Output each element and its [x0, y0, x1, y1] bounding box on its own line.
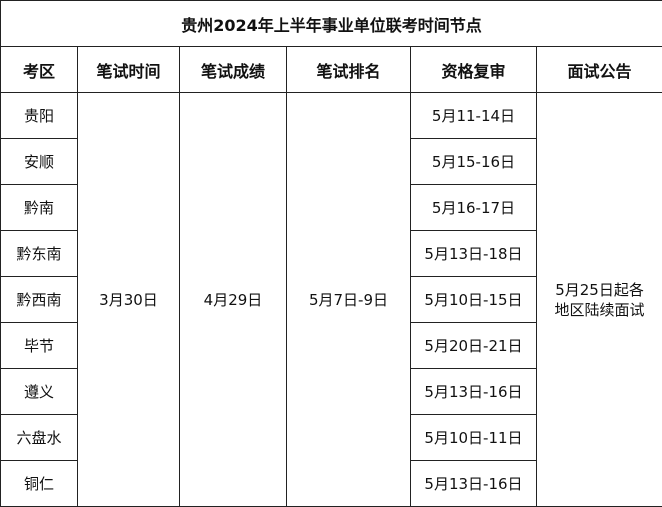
review-cell: 5月11-14日: [410, 92, 537, 139]
region-cell: 黔东南: [0, 230, 78, 277]
table-row: 黔东南 5月13日-18日: [0, 230, 662, 277]
table-row: 六盘水 5月10日-11日: [0, 414, 662, 461]
table-row: 黔西南 5月10日-15日: [0, 276, 662, 323]
review-cell: 5月13日-16日: [410, 460, 537, 507]
region-cell: 安顺: [0, 138, 78, 185]
region-cell: 毕节: [0, 322, 78, 369]
review-cell: 5月13日-18日: [410, 230, 537, 277]
table-row: 铜仁 5月13日-16日: [0, 460, 662, 507]
region-cell: 贵阳: [0, 92, 78, 139]
header-ranking: 笔试排名: [286, 46, 411, 93]
header-interview: 面试公告: [535, 46, 662, 93]
review-cell: 5月15-16日: [410, 138, 537, 185]
table-row: 毕节 5月20日-21日: [0, 322, 662, 369]
review-cell: 5月10日-15日: [410, 276, 537, 323]
score-date-cell: 4月29日: [179, 92, 287, 507]
interview-notice-text: 5月25日起各地区陆续面试: [554, 280, 645, 319]
region-cell: 黔南: [0, 184, 78, 231]
table-row: 贵阳 3月30日 4月29日 5月7日-9日 5月11-14日 5月25日起各地…: [0, 92, 662, 507]
ranking-date-cell: 5月7日-9日: [286, 92, 411, 507]
interview-notice-cell: 5月25日起各地区陆续面试: [535, 92, 662, 507]
region-cell: 六盘水: [0, 414, 78, 461]
review-cell: 5月20日-21日: [410, 322, 537, 369]
header-region: 考区: [0, 46, 78, 93]
region-cell: 铜仁: [0, 460, 78, 507]
table-row: 安顺 5月15-16日: [0, 138, 662, 185]
review-cell: 5月10日-11日: [410, 414, 537, 461]
region-cell: 黔西南: [0, 276, 78, 323]
table-row: 黔南 5月16-17日: [0, 184, 662, 231]
region-cell: 遵义: [0, 368, 78, 415]
table-title: 贵州2024年上半年事业单位联考时间节点: [0, 0, 662, 47]
table-row: 遵义 5月13日-16日: [0, 368, 662, 415]
header-exam-date: 笔试时间: [77, 46, 180, 93]
header-review: 资格复审: [410, 46, 537, 93]
review-cell: 5月16-17日: [410, 184, 537, 231]
header-score: 笔试成绩: [179, 46, 287, 93]
exam-date-cell: 3月30日: [77, 92, 180, 507]
review-cell: 5月13日-16日: [410, 368, 537, 415]
